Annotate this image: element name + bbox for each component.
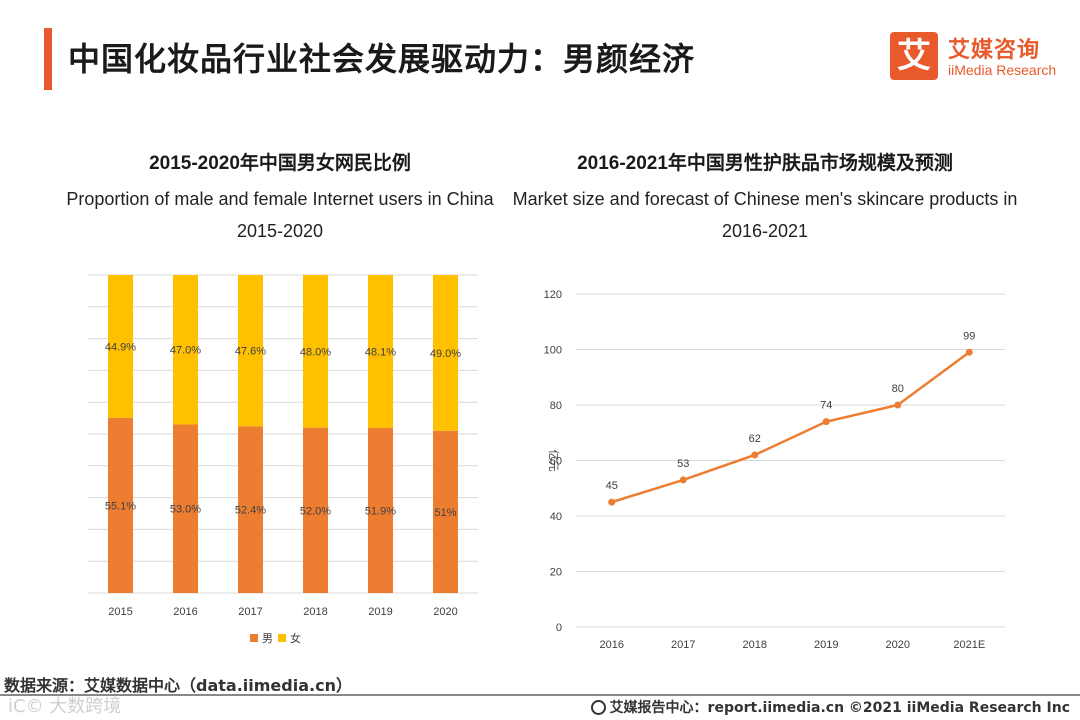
left-chart-title-cn: 2015-2020年中国男女网民比例	[149, 153, 411, 174]
right-chart-title-cn: 2016-2021年中国男性护肤品市场规模及预测	[577, 153, 953, 174]
bar-male-2020	[433, 430, 458, 593]
x-tick-label-2017: 2017	[238, 606, 262, 618]
x-tick-label-2020: 2020	[886, 639, 910, 651]
data-label-male-2018: 52.0%	[300, 505, 331, 517]
x-tick-label-2021E: 2021E	[953, 639, 985, 651]
data-label-male-2016: 53.0%	[170, 504, 201, 516]
bar-female-2015	[108, 275, 133, 418]
data-point-2021E	[965, 348, 973, 356]
gender-ratio-stacked-bar-chart: 55.1% 44.9% 2015 53.0% 47.0% 2016 52.4% 47.6% 20…	[88, 274, 478, 645]
legend-swatch-0	[250, 634, 258, 642]
footer-divider	[0, 694, 1080, 696]
x-tick-label-2016: 2016	[173, 606, 197, 618]
skincare-market-line-chart: 0 20 40 60 80 100 120 亿元 45 2016 53 2017 62 2018 74 201…	[544, 289, 1005, 651]
legend-label-1: 女	[290, 631, 301, 645]
data-point-2020	[894, 401, 902, 409]
x-tick-label-2019: 2019	[368, 606, 392, 618]
page-title: 中国化妆品行业社会发展驱动力：男颜经济	[68, 40, 696, 78]
bar-male-2016	[173, 424, 198, 593]
series-line	[611, 351, 970, 504]
data-label-male-2020: 51%	[434, 507, 456, 519]
legend-swatch-1	[278, 634, 286, 642]
iimedia-logo: 艾 艾媒咨询 iiMedia Research	[890, 32, 1070, 84]
x-tick-label-2015: 2015	[108, 606, 132, 618]
left-chart-title-en-1: Proportion of male and female Internet u…	[66, 189, 494, 209]
data-label-male-2017: 52.4%	[235, 505, 266, 517]
y-tick-label-100: 100	[544, 345, 562, 357]
x-tick-label-2018: 2018	[303, 606, 327, 618]
legend-label-0: 男	[262, 633, 273, 645]
data-point-2019	[822, 418, 830, 426]
x-tick-label-2019: 2019	[814, 639, 838, 651]
x-tick-label-2017: 2017	[671, 639, 695, 651]
data-label-2016: 45	[606, 480, 618, 492]
data-label-female-2015: 44.9%	[105, 341, 136, 353]
data-label-male-2015: 55.1%	[105, 500, 136, 512]
left-chart-title-en-2: 2015-2020	[236, 221, 324, 241]
data-point-2016	[608, 498, 616, 506]
logo-en-text: iiMedia Research	[948, 62, 1057, 78]
bar-male-2015	[108, 417, 133, 593]
logo-cn-text: 艾媒咨询	[948, 38, 1041, 63]
x-tick-label-2016: 2016	[600, 639, 624, 651]
x-tick-label-2020: 2020	[433, 606, 457, 618]
data-label-female-2017: 47.6%	[235, 346, 266, 358]
data-source-note: 数据来源：艾媒数据中心（data.iimedia.cn）	[4, 676, 352, 695]
bar-male-2017	[238, 426, 263, 593]
x-tick-label-2018: 2018	[743, 639, 767, 651]
left-chart-title: 2015-2020年中国男女网民比例 Proportion of male an…	[55, 148, 505, 247]
bar-female-2018	[303, 275, 328, 428]
bar-female-2019	[368, 275, 393, 428]
y-tick-label-120: 120	[544, 289, 562, 301]
data-label-female-2019: 48.1%	[365, 346, 396, 358]
bar-female-2020	[433, 275, 458, 431]
right-chart-title-en-2: 2016-2021	[721, 221, 809, 241]
y-tick-label-60: 60	[550, 456, 562, 468]
y-tick-label-0: 0	[556, 622, 562, 634]
data-label-female-2016: 47.0%	[170, 345, 201, 357]
y-axis-label: 亿元	[547, 450, 560, 472]
data-label-2017: 53	[677, 458, 689, 470]
watermark: iC© 大数跨境	[8, 696, 122, 717]
data-point-2018	[751, 451, 759, 459]
bar-female-2017	[238, 275, 263, 427]
title-accent-bar	[44, 28, 52, 90]
data-label-2021E: 99	[963, 330, 975, 342]
right-chart-title-en-1: Market size and forecast of Chinese men'…	[512, 189, 1018, 209]
right-chart-title: 2016-2021年中国男性护肤品市场规模及预测 Market size and…	[505, 148, 1025, 247]
data-label-female-2020: 49.0%	[430, 348, 461, 360]
data-label-2020: 80	[892, 383, 904, 395]
data-point-2017	[679, 476, 687, 484]
y-tick-label-80: 80	[550, 400, 562, 412]
bar-male-2019	[368, 427, 393, 593]
data-label-female-2018: 48.0%	[300, 346, 331, 358]
y-tick-label-20: 20	[550, 567, 562, 579]
data-label-male-2019: 51.9%	[365, 505, 396, 517]
data-label-2019: 74	[820, 400, 832, 412]
globe-icon	[590, 700, 606, 715]
bar-female-2016	[173, 275, 198, 425]
y-tick-label-40: 40	[550, 511, 562, 523]
footer-credit-text: 艾媒报告中心：report.iimedia.cn ©2021 iiMedia R…	[609, 700, 1070, 716]
footer-credit: 艾媒报告中心：report.iimedia.cn ©2021 iiMedia R…	[590, 697, 1070, 717]
data-label-2018: 62	[749, 433, 761, 445]
bar-male-2018	[303, 427, 328, 593]
logo-mark: 艾	[890, 32, 938, 80]
